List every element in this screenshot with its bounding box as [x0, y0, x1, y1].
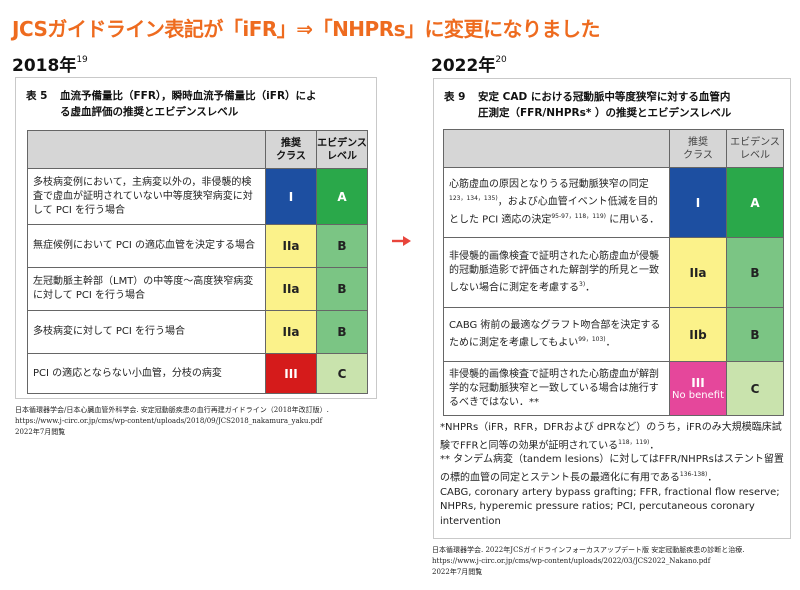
- note-tandem: ** タンデム病変（tandem lesions）に対してはFFR/NHPRsは…: [440, 454, 784, 484]
- class-cell: III: [265, 353, 317, 394]
- table9-panel: 表 9 安定 CAD における冠動脈中等度狭窄に対する血管内 圧測定（FFR/NH…: [433, 78, 791, 539]
- source-citation-2018: 日本循環器学会/日本心臓血管外科学会. 安定冠動脈疾患の血行再建ガイドライン（2…: [15, 406, 329, 436]
- no-benefit-label: No benefit: [672, 390, 724, 401]
- table5-number: 表 5: [26, 90, 48, 102]
- evidence-cell: A: [316, 168, 368, 225]
- table9-number: 表 9: [444, 91, 466, 103]
- class-cell: III No benefit: [669, 361, 727, 416]
- table5-grid: 推奨 クラス エビデンス レベル 多枝病変例において，主病変以外の，非侵襲的検査…: [27, 130, 368, 394]
- note-nhprs: *NHPRs（iFR，RFR，DFRおよび dPRなど）のうち，iFRのみ大規模…: [440, 422, 782, 451]
- evidence-cell: A: [726, 167, 784, 238]
- row-description: 非侵襲的画像検査で証明された心筋虚血が解剖学的な冠動脈狭窄と一致している場合は施…: [443, 361, 670, 416]
- table9-notes: *NHPRs（iFR，RFR，DFRおよび dPRなど）のうち，iFRのみ大規模…: [440, 421, 786, 529]
- table9-title: 表 9 安定 CAD における冠動脈中等度狭窄に対する血管内 圧測定（FFR/NH…: [444, 91, 732, 119]
- table-row: CABG 術前の最適なグラフト吻合部を決定するために測定を考慮してもよい99，1…: [443, 307, 784, 362]
- table-row: 無症候例において PCI の適応血管を決定する場合 IIa B: [27, 224, 368, 268]
- table-row: 左冠動脈主幹部（LMT）の中等度～高度狭窄病変に対して PCI を行う場合 II…: [27, 267, 368, 311]
- evidence-cell: C: [316, 353, 368, 394]
- header-evidence-level: エビデンス レベル: [726, 129, 784, 168]
- evidence-cell: B: [316, 310, 368, 354]
- table9-grid: 推奨 クラス エビデンス レベル 心筋虚血の原因となりうる冠動脈狭窄の同定123…: [443, 129, 784, 416]
- table-row: 非侵襲的画像検査で証明された心筋虚血が解剖学的な冠動脈狭窄と一致している場合は施…: [443, 361, 784, 416]
- note-abbreviations: CABG, coronary artery bypass grafting; F…: [440, 486, 780, 527]
- header-recommendation-class: 推奨 クラス: [265, 130, 317, 169]
- class-cell: IIa: [265, 310, 317, 354]
- year-2022-label: 2022年20: [431, 55, 507, 76]
- row-description: 心筋虚血の原因となりうる冠動脈狭窄の同定123，134，135)，および心血管イ…: [443, 167, 670, 238]
- table-row: 多枝病変例において，主病変以外の，非侵襲的検査で虚血が証明されていない中等度狭窄…: [27, 168, 368, 225]
- class-cell: I: [669, 167, 727, 238]
- table-row: 非侵襲的画像検査で証明された心筋虚血が侵襲的冠動脈造影で評価された解剖学的所見と…: [443, 237, 784, 308]
- row-description: CABG 術前の最適なグラフト吻合部を決定するために測定を考慮してもよい99，1…: [443, 307, 670, 362]
- year-2018-label: 2018年19: [12, 55, 88, 76]
- row-description: 無症候例において PCI の適応血管を決定する場合: [27, 224, 266, 268]
- header-blank: [443, 129, 670, 168]
- table5-panel: 表 5 血流予備量比（FFR），瞬時血流予備量比（iFR）によ る虚血評価の推奨と…: [15, 77, 377, 399]
- class-cell: IIa: [669, 237, 727, 308]
- source-citation-2022: 日本循環器学会. 2022年JCSガイドラインフォーカスアップデート版 安定冠動…: [432, 546, 745, 576]
- evidence-cell: B: [316, 224, 368, 268]
- evidence-cell: C: [726, 361, 784, 416]
- evidence-cell: B: [316, 267, 368, 311]
- row-description: 左冠動脈主幹部（LMT）の中等度～高度狭窄病変に対して PCI を行う場合: [27, 267, 266, 311]
- page-headline: JCSガイドライン表記が「iFR」⇒「NHPRs」に変更になりました: [12, 17, 601, 41]
- evidence-cell: B: [726, 237, 784, 308]
- row-description: 非侵襲的画像検査で証明された心筋虚血が侵襲的冠動脈造影で評価された解剖学的所見と…: [443, 237, 670, 308]
- evidence-cell: B: [726, 307, 784, 362]
- table-row: PCI の適応とならない小血管，分枝の病変 III C: [27, 353, 368, 394]
- class-cell: IIa: [265, 267, 317, 311]
- header-evidence-level: エビデンス レベル: [316, 130, 368, 169]
- row-description: 多枝病変例において，主病変以外の，非侵襲的検査で虚血が証明されていない中等度狭窄…: [27, 168, 266, 225]
- row-description: PCI の適応とならない小血管，分枝の病変: [27, 353, 266, 394]
- header-recommendation-class: 推奨 クラス: [669, 129, 727, 168]
- table-row: 心筋虚血の原因となりうる冠動脈狭窄の同定123，134，135)，および心血管イ…: [443, 167, 784, 238]
- table-row: 多枝病変に対して PCI を行う場合 IIa B: [27, 310, 368, 354]
- row-description: 多枝病変に対して PCI を行う場合: [27, 310, 266, 354]
- header-blank: [27, 130, 266, 169]
- class-cell: IIa: [265, 224, 317, 268]
- class-cell: I: [265, 168, 317, 225]
- arrow-right-icon: [392, 236, 411, 246]
- class-cell: IIb: [669, 307, 727, 362]
- table5-title: 表 5 血流予備量比（FFR），瞬時血流予備量比（iFR）によ る虚血評価の推奨と…: [26, 90, 317, 118]
